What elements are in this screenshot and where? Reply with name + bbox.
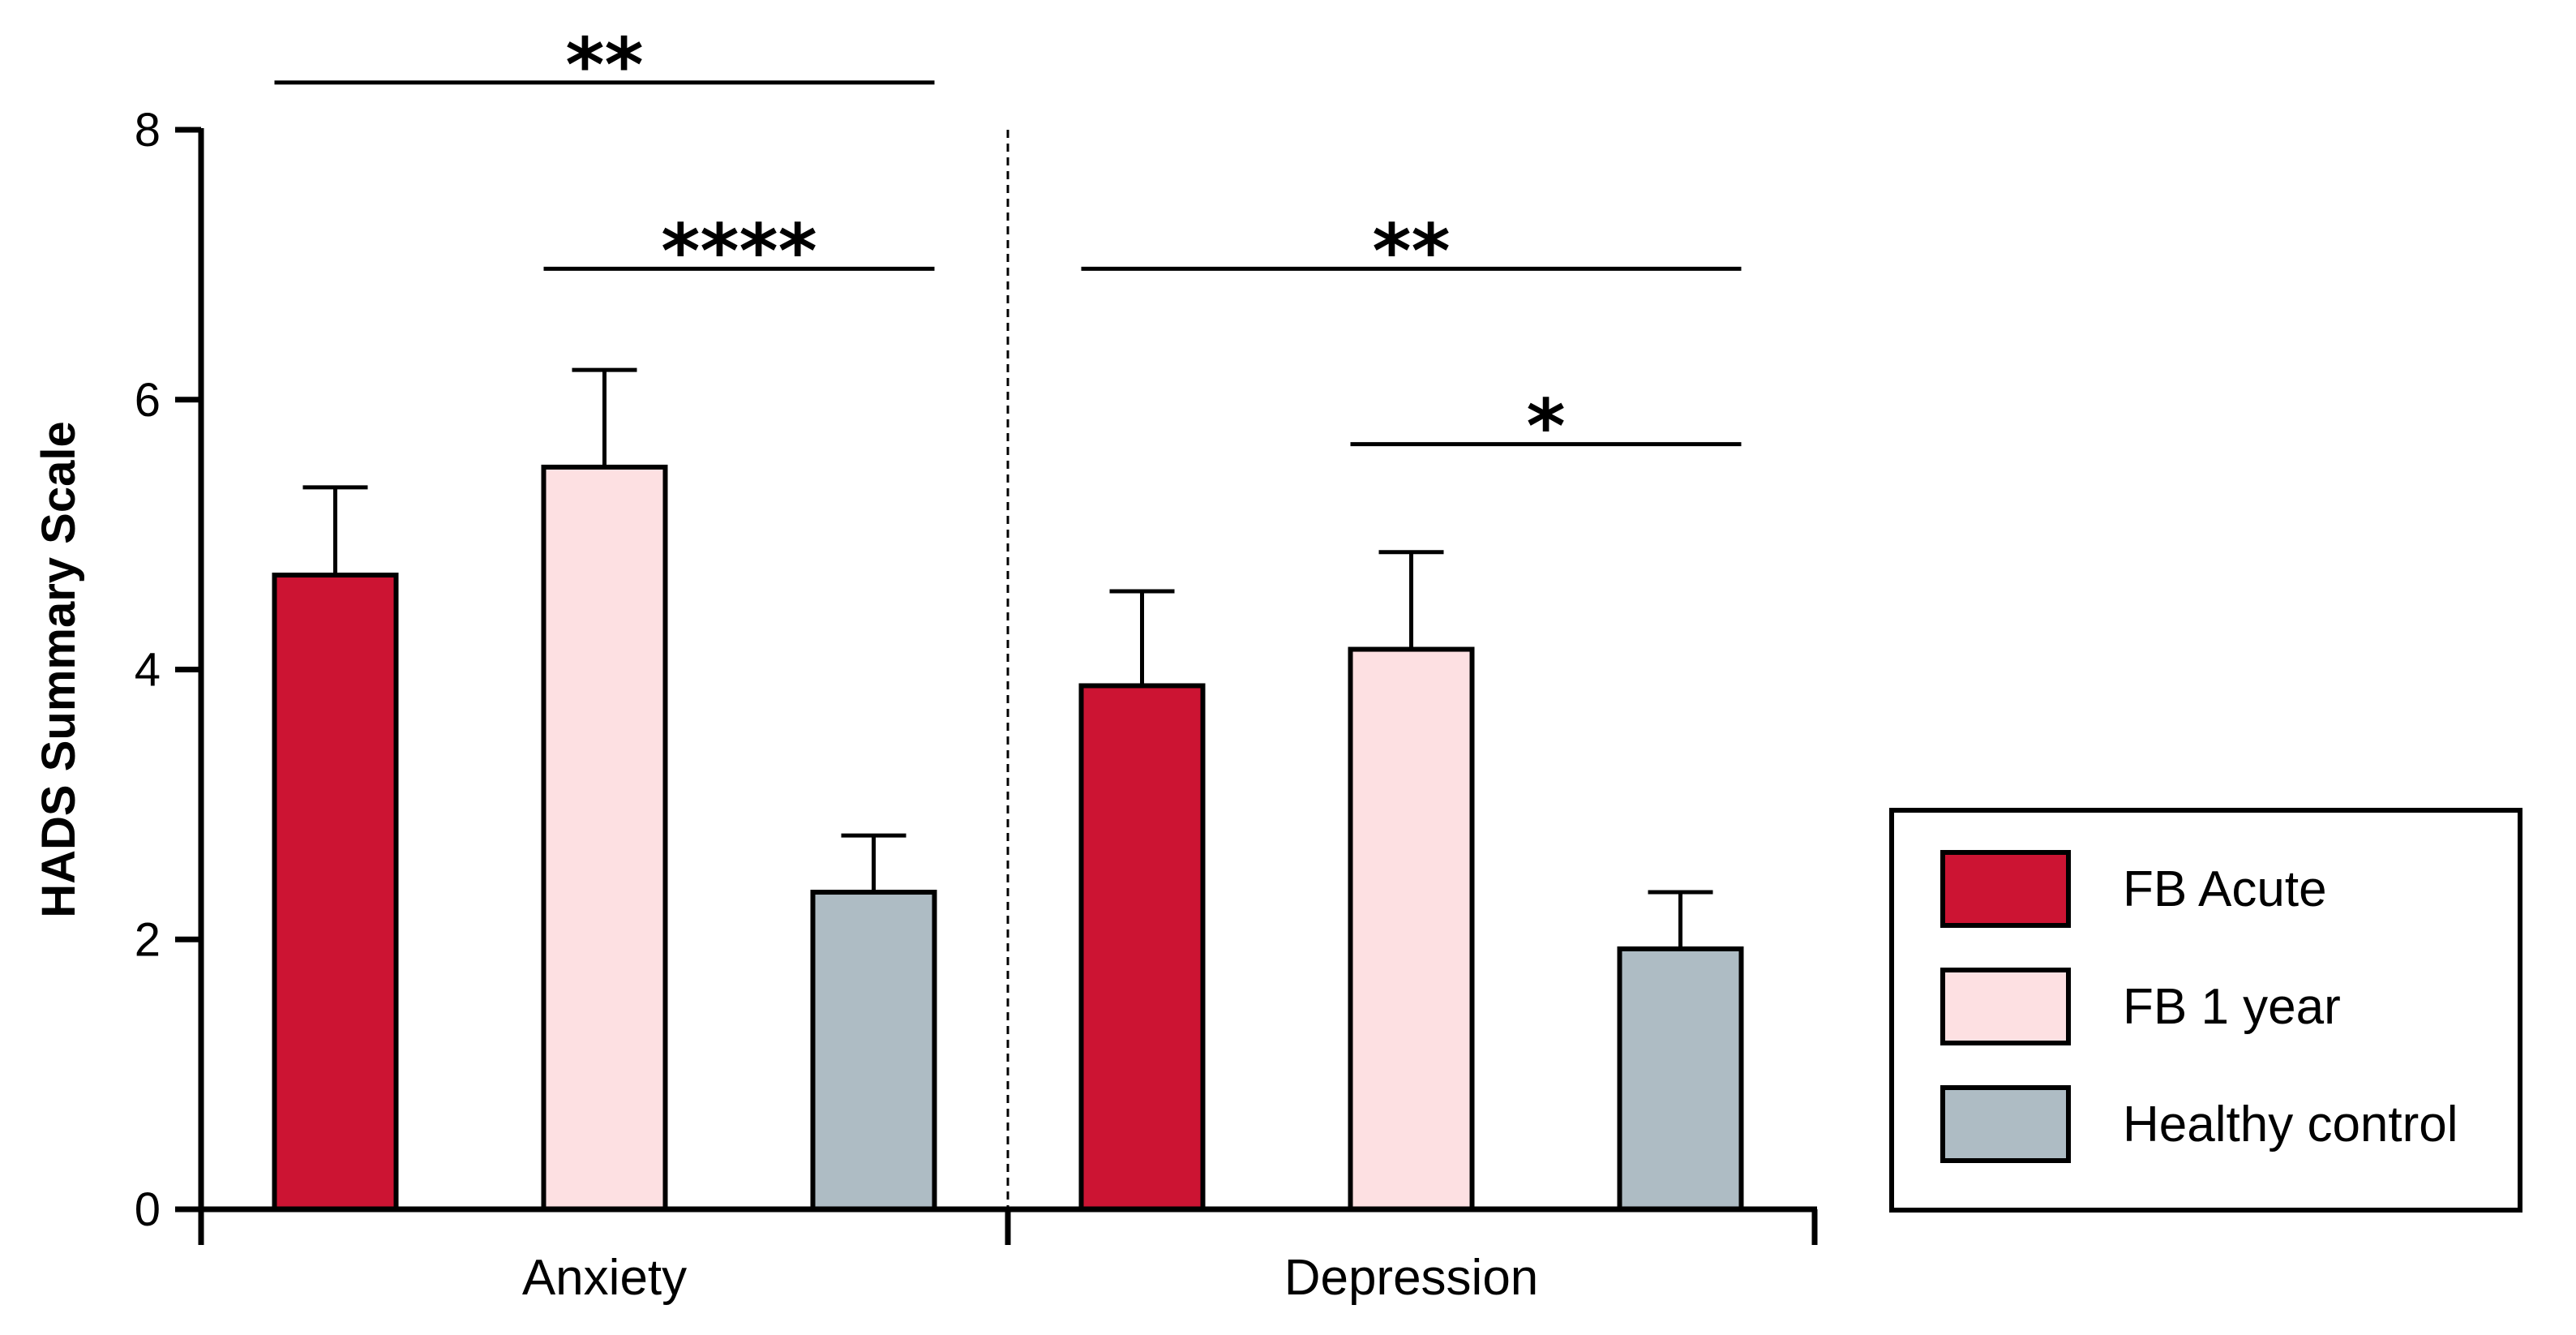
bar-anxiety-healthy-control <box>810 890 937 1213</box>
bar-depression-healthy-control <box>1617 946 1744 1212</box>
bar-anxiety-fb-acute <box>272 573 399 1212</box>
y-tick-label-2: 2 <box>135 913 161 966</box>
y-tick-label-4: 4 <box>135 644 161 697</box>
y-tick-label-0: 0 <box>135 1183 161 1236</box>
y-tick-label-8: 8 <box>135 104 161 157</box>
legend-swatch-healthy-control <box>1940 1085 2071 1163</box>
x-category-label-anxiety: Anxiety <box>522 1250 687 1306</box>
y-axis-title: HADS Summary Scale <box>32 421 85 917</box>
legend-swatch-fb-acute <box>1940 850 2071 928</box>
y-tick-label-6: 6 <box>135 374 161 427</box>
bar-depression-fb-acute <box>1078 683 1206 1212</box>
bar-depression-fb-1-year <box>1348 646 1475 1212</box>
significance-label-1: **** <box>661 208 817 294</box>
x-category-label-depression: Depression <box>1284 1250 1539 1306</box>
legend-label-fb-acute: FB Acute <box>2123 861 2327 917</box>
legend-label-fb-1-year: FB 1 year <box>2123 979 2341 1035</box>
bar-anxiety-fb-1-year <box>541 464 668 1212</box>
legend-label-healthy-control: Healthy control <box>2123 1097 2458 1153</box>
significance-label-0: ** <box>565 22 643 109</box>
significance-label-2: ** <box>1372 208 1450 294</box>
legend-swatch-fb-1-year <box>1940 968 2071 1045</box>
significance-label-3: * <box>1526 384 1565 470</box>
